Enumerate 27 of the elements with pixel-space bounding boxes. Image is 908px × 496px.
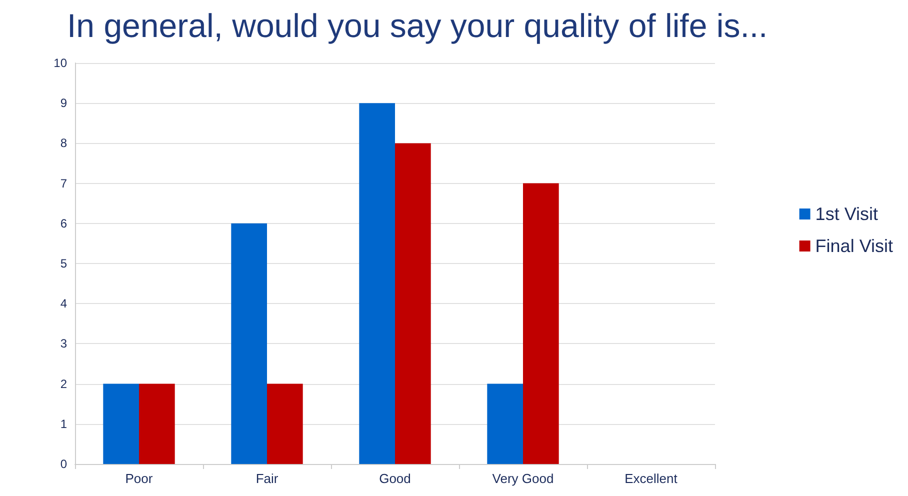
y-tick-label: 2 (60, 376, 68, 391)
y-tick-label: 9 (60, 96, 68, 110)
y-tick-label: 7 (60, 176, 68, 190)
y-tick-label: 4 (60, 296, 68, 311)
legend-label: Final Visit (815, 236, 894, 256)
bar (139, 384, 175, 464)
bar (487, 384, 523, 464)
x-tick-label: Very Good (492, 471, 554, 486)
y-tick-label: 10 (54, 56, 68, 70)
chart-title: In general, would you say your quality of life is... (67, 7, 768, 44)
bar (103, 384, 139, 464)
x-tick-label: Poor (125, 471, 154, 486)
x-tick-label: Fair (256, 471, 279, 486)
bar (231, 223, 267, 464)
legend-label: 1st Visit (815, 204, 878, 224)
x-tick-label: Good (379, 471, 411, 486)
bar (523, 183, 559, 464)
y-tick-label: 1 (60, 416, 68, 431)
y-tick-label: 8 (60, 136, 68, 150)
y-tick-label: 3 (60, 336, 68, 351)
y-tick-label: 6 (60, 216, 68, 230)
y-tick-label: 5 (60, 256, 68, 270)
x-tick-label: Excellent (624, 471, 678, 486)
bar (395, 143, 431, 464)
bar (267, 384, 303, 464)
bar (359, 103, 395, 464)
y-tick-label: 0 (60, 457, 68, 471)
